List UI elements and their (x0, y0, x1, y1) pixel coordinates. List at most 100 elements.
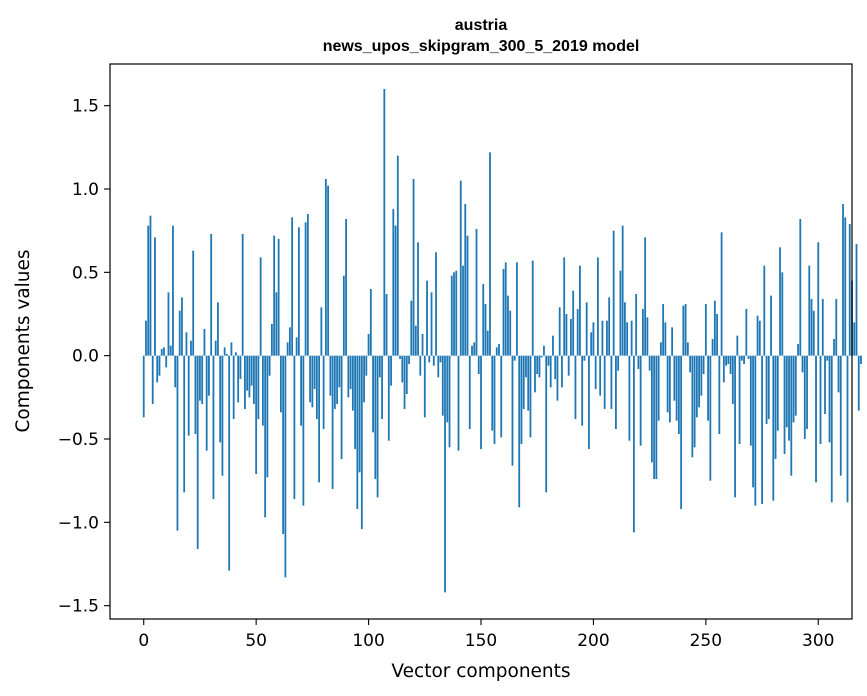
chart-title-line1: austria (455, 17, 508, 34)
bar (655, 355, 658, 479)
bar (644, 237, 647, 356)
bar (585, 302, 588, 356)
bar (810, 299, 813, 356)
bar (466, 235, 469, 356)
x-tick-label: 300 (802, 631, 834, 651)
bar (648, 355, 651, 371)
y-tick-label: 0.0 (72, 347, 99, 367)
bar (297, 227, 300, 356)
bar (426, 280, 428, 356)
bar (812, 310, 815, 356)
bar (315, 355, 318, 419)
bar (783, 355, 786, 454)
bar (671, 327, 674, 356)
bar (817, 242, 820, 356)
bar (790, 355, 793, 476)
bar (835, 299, 838, 356)
bar (401, 355, 404, 383)
bar (405, 355, 408, 394)
bar (244, 355, 246, 409)
bar (855, 244, 858, 356)
bar (226, 354, 228, 356)
bar (833, 339, 835, 356)
bar (824, 355, 826, 414)
bar (264, 355, 267, 518)
bar (448, 355, 451, 448)
bar (633, 355, 635, 533)
bar (860, 355, 862, 364)
bar (779, 247, 781, 356)
bar (354, 355, 356, 449)
bar (201, 355, 204, 404)
bar (183, 355, 186, 493)
bar (450, 275, 453, 356)
bar (668, 355, 671, 423)
bar (302, 355, 305, 506)
bar (624, 302, 626, 356)
bar (765, 355, 768, 424)
bar (295, 337, 298, 356)
plot-frame (109, 63, 853, 620)
bar (342, 275, 345, 356)
bar (419, 355, 422, 376)
bar (828, 355, 831, 443)
bar (178, 310, 181, 356)
x-axis-label: Vector components (391, 661, 570, 682)
bar (821, 299, 824, 356)
bar (747, 355, 750, 359)
bar (147, 225, 150, 356)
x-tick-label: 0 (138, 631, 149, 651)
bar (163, 347, 165, 356)
bar (682, 305, 685, 356)
bar (743, 355, 745, 364)
bar (754, 355, 757, 506)
x-tick-label: 50 (245, 631, 267, 651)
bar (387, 355, 390, 441)
bar (561, 355, 563, 388)
bar (291, 217, 294, 356)
bar (819, 355, 822, 444)
bar (414, 325, 417, 356)
bar (641, 309, 644, 356)
bar (857, 355, 860, 411)
bar (518, 355, 521, 508)
y-tick-label: 1.5 (72, 97, 99, 117)
bar (837, 355, 840, 393)
bar (381, 355, 383, 419)
bar (698, 355, 700, 408)
bar (345, 219, 347, 356)
bar (664, 322, 667, 356)
bar (378, 355, 381, 378)
bar (603, 355, 606, 409)
bar (385, 294, 388, 356)
bar (543, 345, 545, 356)
bar (842, 204, 844, 356)
bar (776, 355, 779, 431)
bar (590, 332, 593, 356)
bar (181, 297, 183, 356)
bar (815, 355, 817, 483)
bar (844, 217, 847, 356)
bar (534, 355, 536, 393)
bar (286, 342, 289, 356)
bar (588, 355, 590, 449)
bar (360, 355, 363, 529)
bar (574, 355, 577, 419)
bar (657, 355, 660, 421)
bar (475, 229, 478, 356)
bar (781, 272, 784, 356)
bar (196, 355, 199, 549)
bar (333, 355, 336, 409)
bar (205, 355, 208, 451)
bar (174, 355, 177, 388)
bar (695, 355, 698, 418)
bar (709, 355, 712, 481)
bar (365, 355, 368, 376)
bar (477, 355, 480, 374)
bar (336, 355, 338, 404)
bar (826, 355, 829, 361)
bar (356, 355, 359, 509)
bar (606, 320, 608, 356)
bar (662, 304, 665, 356)
